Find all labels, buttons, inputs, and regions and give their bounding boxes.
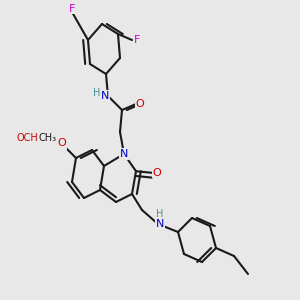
- Text: O: O: [58, 138, 66, 148]
- Text: N: N: [120, 149, 128, 159]
- Text: N: N: [156, 219, 164, 229]
- Text: F: F: [134, 35, 140, 45]
- Text: O: O: [152, 168, 161, 178]
- Text: N: N: [100, 91, 109, 101]
- Text: H: H: [156, 209, 164, 219]
- Text: O: O: [136, 99, 144, 109]
- Text: O: O: [58, 139, 66, 149]
- Text: CH₃: CH₃: [39, 133, 57, 143]
- Text: F: F: [69, 4, 75, 14]
- Text: H: H: [93, 88, 100, 98]
- Text: OCH₃: OCH₃: [16, 133, 42, 143]
